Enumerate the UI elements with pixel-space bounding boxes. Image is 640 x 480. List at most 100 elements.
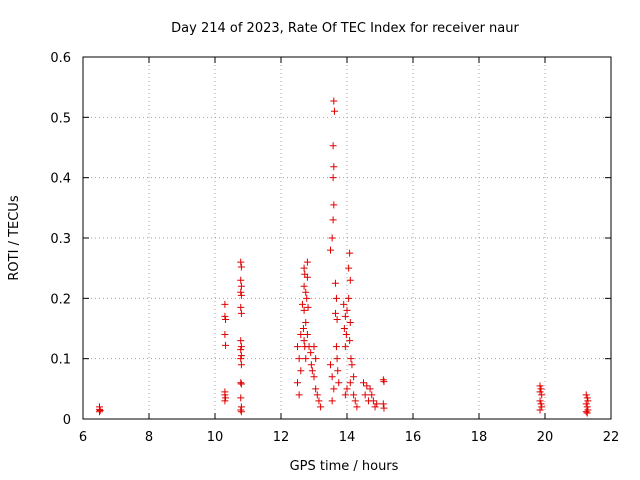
data-point bbox=[304, 303, 312, 311]
data-point bbox=[584, 406, 592, 414]
data-point bbox=[373, 400, 381, 408]
data-point bbox=[237, 258, 245, 266]
data-point bbox=[303, 258, 311, 266]
data-point bbox=[341, 312, 349, 320]
data-point bbox=[297, 367, 305, 375]
data-point bbox=[345, 264, 353, 272]
data-point bbox=[310, 343, 318, 351]
data-point bbox=[237, 361, 245, 369]
data-point bbox=[237, 282, 245, 290]
data-point bbox=[379, 400, 387, 408]
x-tick-label: 12 bbox=[273, 430, 290, 445]
data-point bbox=[327, 246, 334, 254]
data-point bbox=[330, 201, 338, 209]
data-point bbox=[347, 355, 355, 363]
data-point bbox=[237, 379, 245, 387]
axis-ticks: 6 8 10 12 14 16 18 20 22 0 0.1 0.2 0.3 0.4 0.5 0.6 bbox=[50, 51, 619, 445]
data-point bbox=[331, 309, 339, 317]
data-point bbox=[237, 380, 245, 388]
data-point bbox=[346, 249, 354, 257]
data-point bbox=[371, 403, 379, 411]
data-point bbox=[343, 306, 351, 314]
data-point bbox=[307, 361, 315, 369]
chart-title: Day 214 of 2023, Rate Of TEC Index for r… bbox=[171, 21, 519, 36]
data-point bbox=[583, 403, 591, 411]
data-point bbox=[237, 406, 245, 414]
data-point bbox=[334, 367, 342, 375]
x-axis-label: GPS time / hours bbox=[290, 459, 399, 474]
data-point bbox=[307, 349, 315, 357]
data-point bbox=[297, 331, 305, 339]
data-point bbox=[330, 97, 338, 105]
data-point bbox=[342, 331, 350, 339]
data-point bbox=[333, 355, 341, 363]
data-point bbox=[346, 276, 354, 284]
data-point bbox=[360, 379, 367, 387]
data-point bbox=[361, 391, 369, 399]
data-point bbox=[582, 391, 590, 399]
data-point bbox=[308, 367, 316, 375]
data-point bbox=[317, 403, 325, 411]
data-point bbox=[340, 325, 348, 332]
data-point bbox=[582, 408, 590, 416]
data-point bbox=[237, 291, 245, 299]
data-point bbox=[584, 397, 592, 405]
data-point bbox=[329, 142, 337, 150]
data-point bbox=[237, 263, 245, 271]
y-tick-label: 0 bbox=[63, 413, 71, 428]
data-point bbox=[330, 163, 338, 171]
x-tick-label: 14 bbox=[339, 430, 356, 445]
data-point bbox=[302, 355, 310, 363]
y-tick-label: 0.6 bbox=[50, 51, 71, 66]
plot-frame bbox=[82, 56, 612, 420]
data-point bbox=[335, 379, 343, 387]
data-point bbox=[222, 394, 230, 402]
data-point bbox=[221, 312, 229, 320]
data-point bbox=[353, 403, 361, 411]
data-point bbox=[303, 273, 311, 281]
y-tick-label: 0.1 bbox=[50, 353, 71, 368]
data-point bbox=[237, 394, 245, 402]
x-tick-label: 16 bbox=[405, 430, 422, 445]
data-point bbox=[237, 352, 245, 360]
y-tick-label: 0.4 bbox=[50, 172, 71, 187]
data-point bbox=[536, 406, 544, 414]
y-tick-label: 0.2 bbox=[50, 292, 71, 307]
data-point bbox=[332, 343, 340, 351]
data-point bbox=[328, 373, 336, 381]
y-tick-label: 0.3 bbox=[50, 232, 71, 247]
x-tick-label: 20 bbox=[537, 430, 554, 445]
x-tick-label: 22 bbox=[603, 430, 620, 445]
data-point bbox=[294, 343, 301, 351]
x-tick-label: 18 bbox=[471, 430, 488, 445]
data-point bbox=[221, 397, 229, 405]
data-point bbox=[221, 300, 229, 308]
data-point bbox=[299, 325, 307, 332]
data-point bbox=[348, 361, 356, 369]
data-point bbox=[294, 379, 301, 387]
data-point bbox=[369, 397, 377, 405]
data-point bbox=[329, 174, 337, 182]
data-point bbox=[538, 403, 546, 411]
data-point bbox=[237, 408, 245, 416]
data-point bbox=[343, 385, 351, 393]
data-point bbox=[302, 288, 310, 296]
data-point bbox=[237, 276, 245, 284]
y-tick-label: 0.5 bbox=[50, 111, 71, 126]
data-point bbox=[222, 341, 230, 349]
data-point bbox=[237, 346, 245, 354]
data-point bbox=[237, 343, 245, 351]
data-point bbox=[328, 397, 336, 405]
data-point bbox=[341, 343, 349, 351]
data-point bbox=[538, 391, 546, 399]
data-point bbox=[295, 355, 303, 363]
data-point bbox=[346, 337, 354, 345]
data-point bbox=[333, 315, 341, 323]
data-point bbox=[303, 331, 311, 339]
x-tick-label: 6 bbox=[79, 430, 87, 445]
data-point bbox=[237, 288, 245, 296]
data-point bbox=[340, 300, 348, 308]
data-point bbox=[350, 373, 358, 381]
data-point bbox=[300, 282, 308, 290]
data-point bbox=[312, 385, 320, 393]
